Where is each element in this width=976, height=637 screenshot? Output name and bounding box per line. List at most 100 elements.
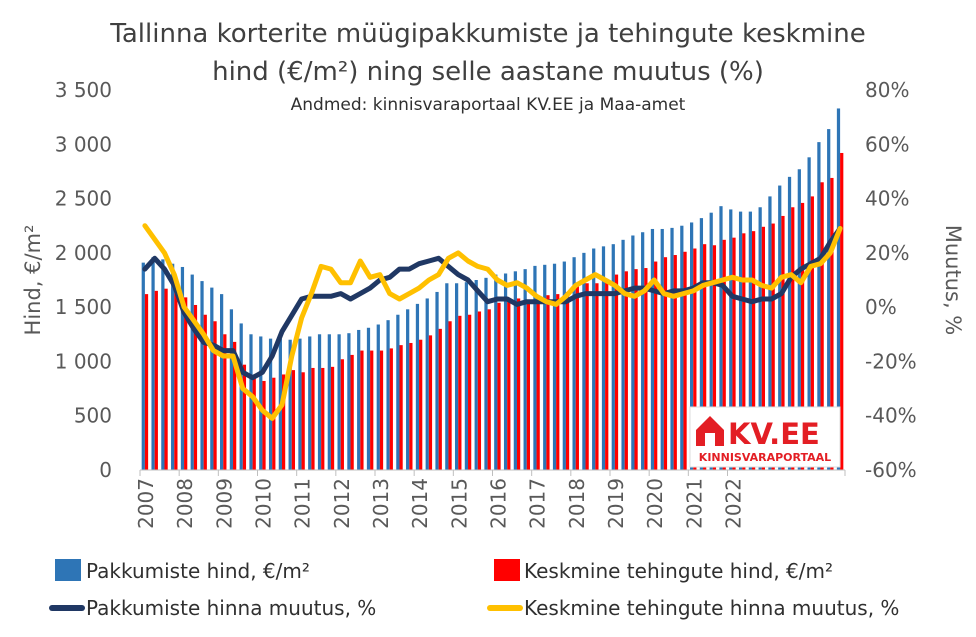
bar-offers	[180, 266, 185, 470]
bar-offers	[445, 283, 449, 470]
x-tick-label: 2012	[330, 478, 354, 529]
x-tick-label: 2019	[604, 478, 628, 529]
bar-offers	[699, 218, 704, 470]
bar-transactions	[330, 366, 335, 470]
bar-transactions	[458, 315, 462, 470]
bar-offers	[807, 157, 811, 471]
bar-offers	[543, 264, 547, 470]
y-right-tick-label: 20%	[865, 241, 909, 265]
bar-transactions	[791, 207, 795, 470]
bar-transactions	[595, 283, 599, 470]
y-axis-right-label: Muutus, %	[941, 225, 965, 336]
house-icon	[696, 416, 724, 446]
bar-offers	[748, 211, 752, 470]
bar-offers	[601, 246, 606, 470]
y-left-tick-label: 500	[74, 404, 112, 428]
bar-transactions	[477, 311, 482, 470]
bar-transactions	[644, 268, 648, 470]
bar-offers	[200, 281, 204, 470]
x-tick-label: 2009	[212, 478, 236, 529]
bar-transactions	[585, 283, 589, 470]
y-right-tick-label: 80%	[865, 78, 909, 102]
bar-offers	[288, 339, 292, 470]
y-left-tick-label: 3 500	[55, 78, 112, 102]
bar-transactions	[174, 291, 178, 470]
bar-offers	[680, 225, 684, 470]
bar-transactions	[340, 359, 344, 470]
bar-transactions	[654, 261, 658, 470]
bar-offers	[758, 207, 762, 470]
x-tick-label: 2021	[682, 478, 706, 529]
x-tick-label: 2018	[565, 478, 589, 529]
bar-transactions	[516, 298, 521, 470]
bar-transactions	[703, 244, 707, 470]
bar-transactions	[634, 269, 638, 470]
bar-offers	[298, 338, 302, 470]
bar-offers	[650, 228, 655, 470]
logo-tagline: KINNISVARAPORTAAL	[699, 451, 831, 464]
bar-transactions	[732, 237, 736, 470]
bar-offers	[249, 334, 253, 470]
bar-transactions	[771, 223, 775, 470]
bar-offers	[386, 320, 390, 470]
bar-offers	[219, 294, 224, 470]
bar-transactions	[262, 380, 266, 470]
x-tick-label: 2014	[408, 478, 432, 529]
x-tick-label: 2008	[173, 478, 197, 529]
bar-transactions	[428, 335, 433, 470]
bar-transactions	[272, 377, 276, 470]
axes-layer: 0 500 1 000 1 500 2 000 2 500 3 000 3 500 -60% -4…	[55, 78, 917, 529]
bar-offers	[317, 334, 322, 470]
bar-transactions	[213, 321, 217, 470]
bar-offers	[719, 206, 723, 470]
x-tick-label: 2015	[447, 478, 471, 529]
x-tick-label: 2013	[369, 478, 393, 529]
bar-offers	[268, 338, 273, 470]
bar-offers	[827, 129, 831, 471]
bar-offers	[797, 169, 801, 470]
legend-swatch-transactions	[494, 559, 520, 581]
lines-layer	[142, 223, 843, 421]
bar-offers	[161, 259, 165, 470]
bar-offers	[454, 283, 459, 470]
bar-transactions	[379, 350, 384, 470]
bar-transactions	[370, 350, 374, 470]
bar-transactions	[399, 345, 403, 470]
bar-transactions	[360, 350, 364, 470]
bar-transactions	[565, 291, 570, 470]
bar-offers	[582, 252, 586, 470]
legend: Pakkumiste hind, €/m² Keskmine tehingute…	[49, 559, 899, 620]
bar-offers	[190, 274, 194, 470]
bar-transactions	[683, 251, 687, 470]
bar-offers	[464, 282, 469, 470]
legend-label-transactions: Keskmine tehingute hind, €/m²	[524, 559, 833, 583]
kvee-logo: KV.EE KINNISVARAPORTAAL	[689, 406, 841, 468]
chart-title-line-1: Tallinna korterite müügipakkumiste ja te…	[109, 19, 865, 49]
bar-transactions	[536, 298, 540, 470]
y-right-tick-label: -40%	[865, 404, 917, 428]
bar-transactions	[438, 328, 442, 470]
bar-offers	[484, 277, 488, 470]
bar-offers	[836, 108, 841, 470]
line-offers-change	[142, 225, 843, 381]
y-left-tick-label: 2 000	[55, 241, 112, 265]
bar-offers	[141, 262, 145, 470]
bar-transactions	[820, 182, 824, 471]
bar-offers	[513, 271, 517, 470]
bar-transactions	[242, 364, 247, 470]
legend-label-offers: Pakkumiste hind, €/m²	[86, 559, 310, 583]
bar-offers	[533, 265, 537, 470]
bar-offers	[611, 244, 615, 470]
y-right-tick-label: -60%	[865, 458, 917, 482]
bar-offers	[396, 314, 400, 470]
legend-label-offers-change: Pakkumiste hinna muutus, %	[86, 596, 376, 620]
bar-transactions	[712, 245, 717, 470]
x-tick-label: 2016	[487, 478, 511, 529]
bar-transactions	[830, 177, 834, 470]
x-tick-label: 2011	[291, 478, 315, 529]
bar-offers	[709, 212, 713, 470]
bar-transactions	[252, 377, 256, 470]
bar-offers	[631, 235, 635, 470]
bar-transactions	[781, 215, 785, 470]
legend-label-transactions-change: Keskmine tehingute hinna muutus, %	[524, 596, 899, 620]
